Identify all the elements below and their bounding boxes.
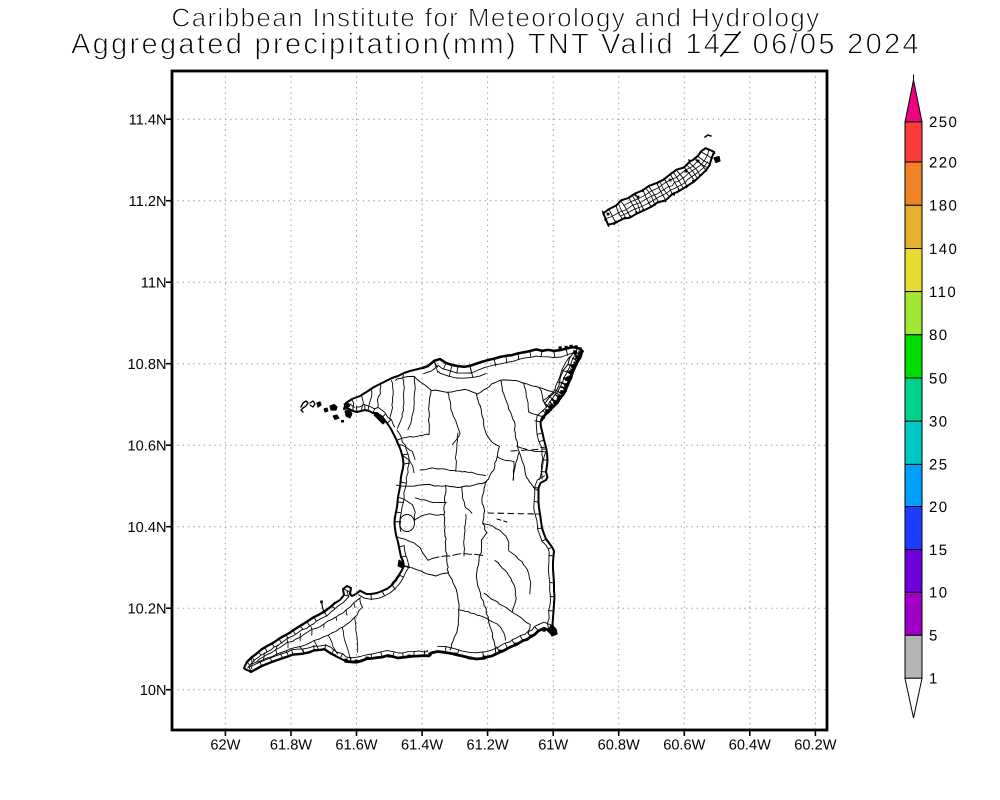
svg-text:25: 25	[929, 457, 949, 474]
svg-text:30: 30	[929, 414, 949, 431]
svg-text:60.4W: 60.4W	[729, 738, 771, 754]
svg-text:250: 250	[929, 114, 958, 131]
svg-text:61.6W: 61.6W	[335, 738, 377, 754]
svg-text:11N: 11N	[141, 275, 167, 291]
svg-text:61W: 61W	[538, 738, 568, 754]
svg-text:10.4N: 10.4N	[128, 520, 167, 536]
svg-text:10.8N: 10.8N	[128, 357, 167, 373]
svg-text:60.8W: 60.8W	[598, 738, 640, 754]
svg-text:50: 50	[929, 370, 949, 387]
svg-text:140: 140	[929, 241, 958, 258]
svg-text:60.2W: 60.2W	[794, 738, 836, 754]
svg-text:61.8W: 61.8W	[270, 738, 312, 754]
svg-text:Aggregated precipitation(mm) T: Aggregated precipitation(mm) TNT Valid 1…	[71, 29, 921, 61]
svg-text:11.2N: 11.2N	[129, 194, 167, 210]
svg-text:5: 5	[929, 628, 939, 645]
svg-text:10N: 10N	[140, 683, 167, 699]
svg-text:220: 220	[929, 154, 958, 171]
svg-text:Caribbean Institute for Meteor: Caribbean Institute for Meteorology and …	[171, 3, 820, 33]
svg-text:20: 20	[929, 499, 949, 516]
svg-text:80: 80	[929, 327, 949, 344]
svg-text:60.6W: 60.6W	[663, 738, 705, 754]
svg-text:15: 15	[929, 542, 949, 559]
svg-text:10.6N: 10.6N	[128, 438, 167, 454]
svg-text:10: 10	[929, 585, 949, 602]
svg-text:11.4N: 11.4N	[129, 112, 167, 128]
svg-text:62W: 62W	[210, 738, 240, 754]
svg-text:110: 110	[929, 284, 957, 301]
svg-text:1: 1	[929, 671, 939, 688]
svg-text:180: 180	[929, 198, 958, 215]
svg-text:61.2W: 61.2W	[467, 738, 509, 754]
svg-text:10.2N: 10.2N	[128, 601, 167, 617]
svg-text:61.4W: 61.4W	[401, 738, 443, 754]
